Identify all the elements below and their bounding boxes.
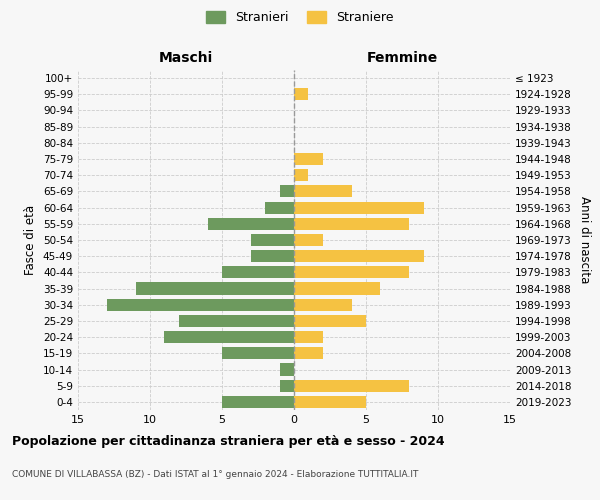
Bar — [294, 169, 308, 181]
Bar — [294, 396, 366, 408]
Bar — [280, 186, 294, 198]
Bar — [222, 266, 294, 278]
Bar — [222, 396, 294, 408]
Bar — [179, 315, 294, 327]
Text: Popolazione per cittadinanza straniera per età e sesso - 2024: Popolazione per cittadinanza straniera p… — [12, 435, 445, 448]
Text: COMUNE DI VILLABASSA (BZ) - Dati ISTAT al 1° gennaio 2024 - Elaborazione TUTTITA: COMUNE DI VILLABASSA (BZ) - Dati ISTAT a… — [12, 470, 418, 479]
Bar — [136, 282, 294, 294]
Bar — [294, 88, 308, 101]
Text: Femmine: Femmine — [367, 51, 437, 65]
Bar — [294, 315, 366, 327]
Legend: Stranieri, Straniere: Stranieri, Straniere — [202, 6, 398, 29]
Bar — [294, 331, 323, 343]
Text: Maschi: Maschi — [159, 51, 213, 65]
Y-axis label: Anni di nascita: Anni di nascita — [578, 196, 591, 284]
Bar — [294, 282, 380, 294]
Bar — [294, 380, 409, 392]
Bar — [280, 364, 294, 376]
Bar — [294, 348, 323, 360]
Bar — [208, 218, 294, 230]
Bar — [107, 298, 294, 311]
Bar — [294, 153, 323, 165]
Bar — [294, 218, 409, 230]
Bar — [164, 331, 294, 343]
Bar — [294, 250, 424, 262]
Bar — [294, 266, 409, 278]
Bar — [251, 250, 294, 262]
Bar — [222, 348, 294, 360]
Bar — [294, 186, 352, 198]
Bar — [265, 202, 294, 213]
Bar — [280, 380, 294, 392]
Bar — [294, 234, 323, 246]
Bar — [294, 298, 352, 311]
Y-axis label: Fasce di età: Fasce di età — [25, 205, 37, 275]
Bar — [251, 234, 294, 246]
Bar — [294, 202, 424, 213]
